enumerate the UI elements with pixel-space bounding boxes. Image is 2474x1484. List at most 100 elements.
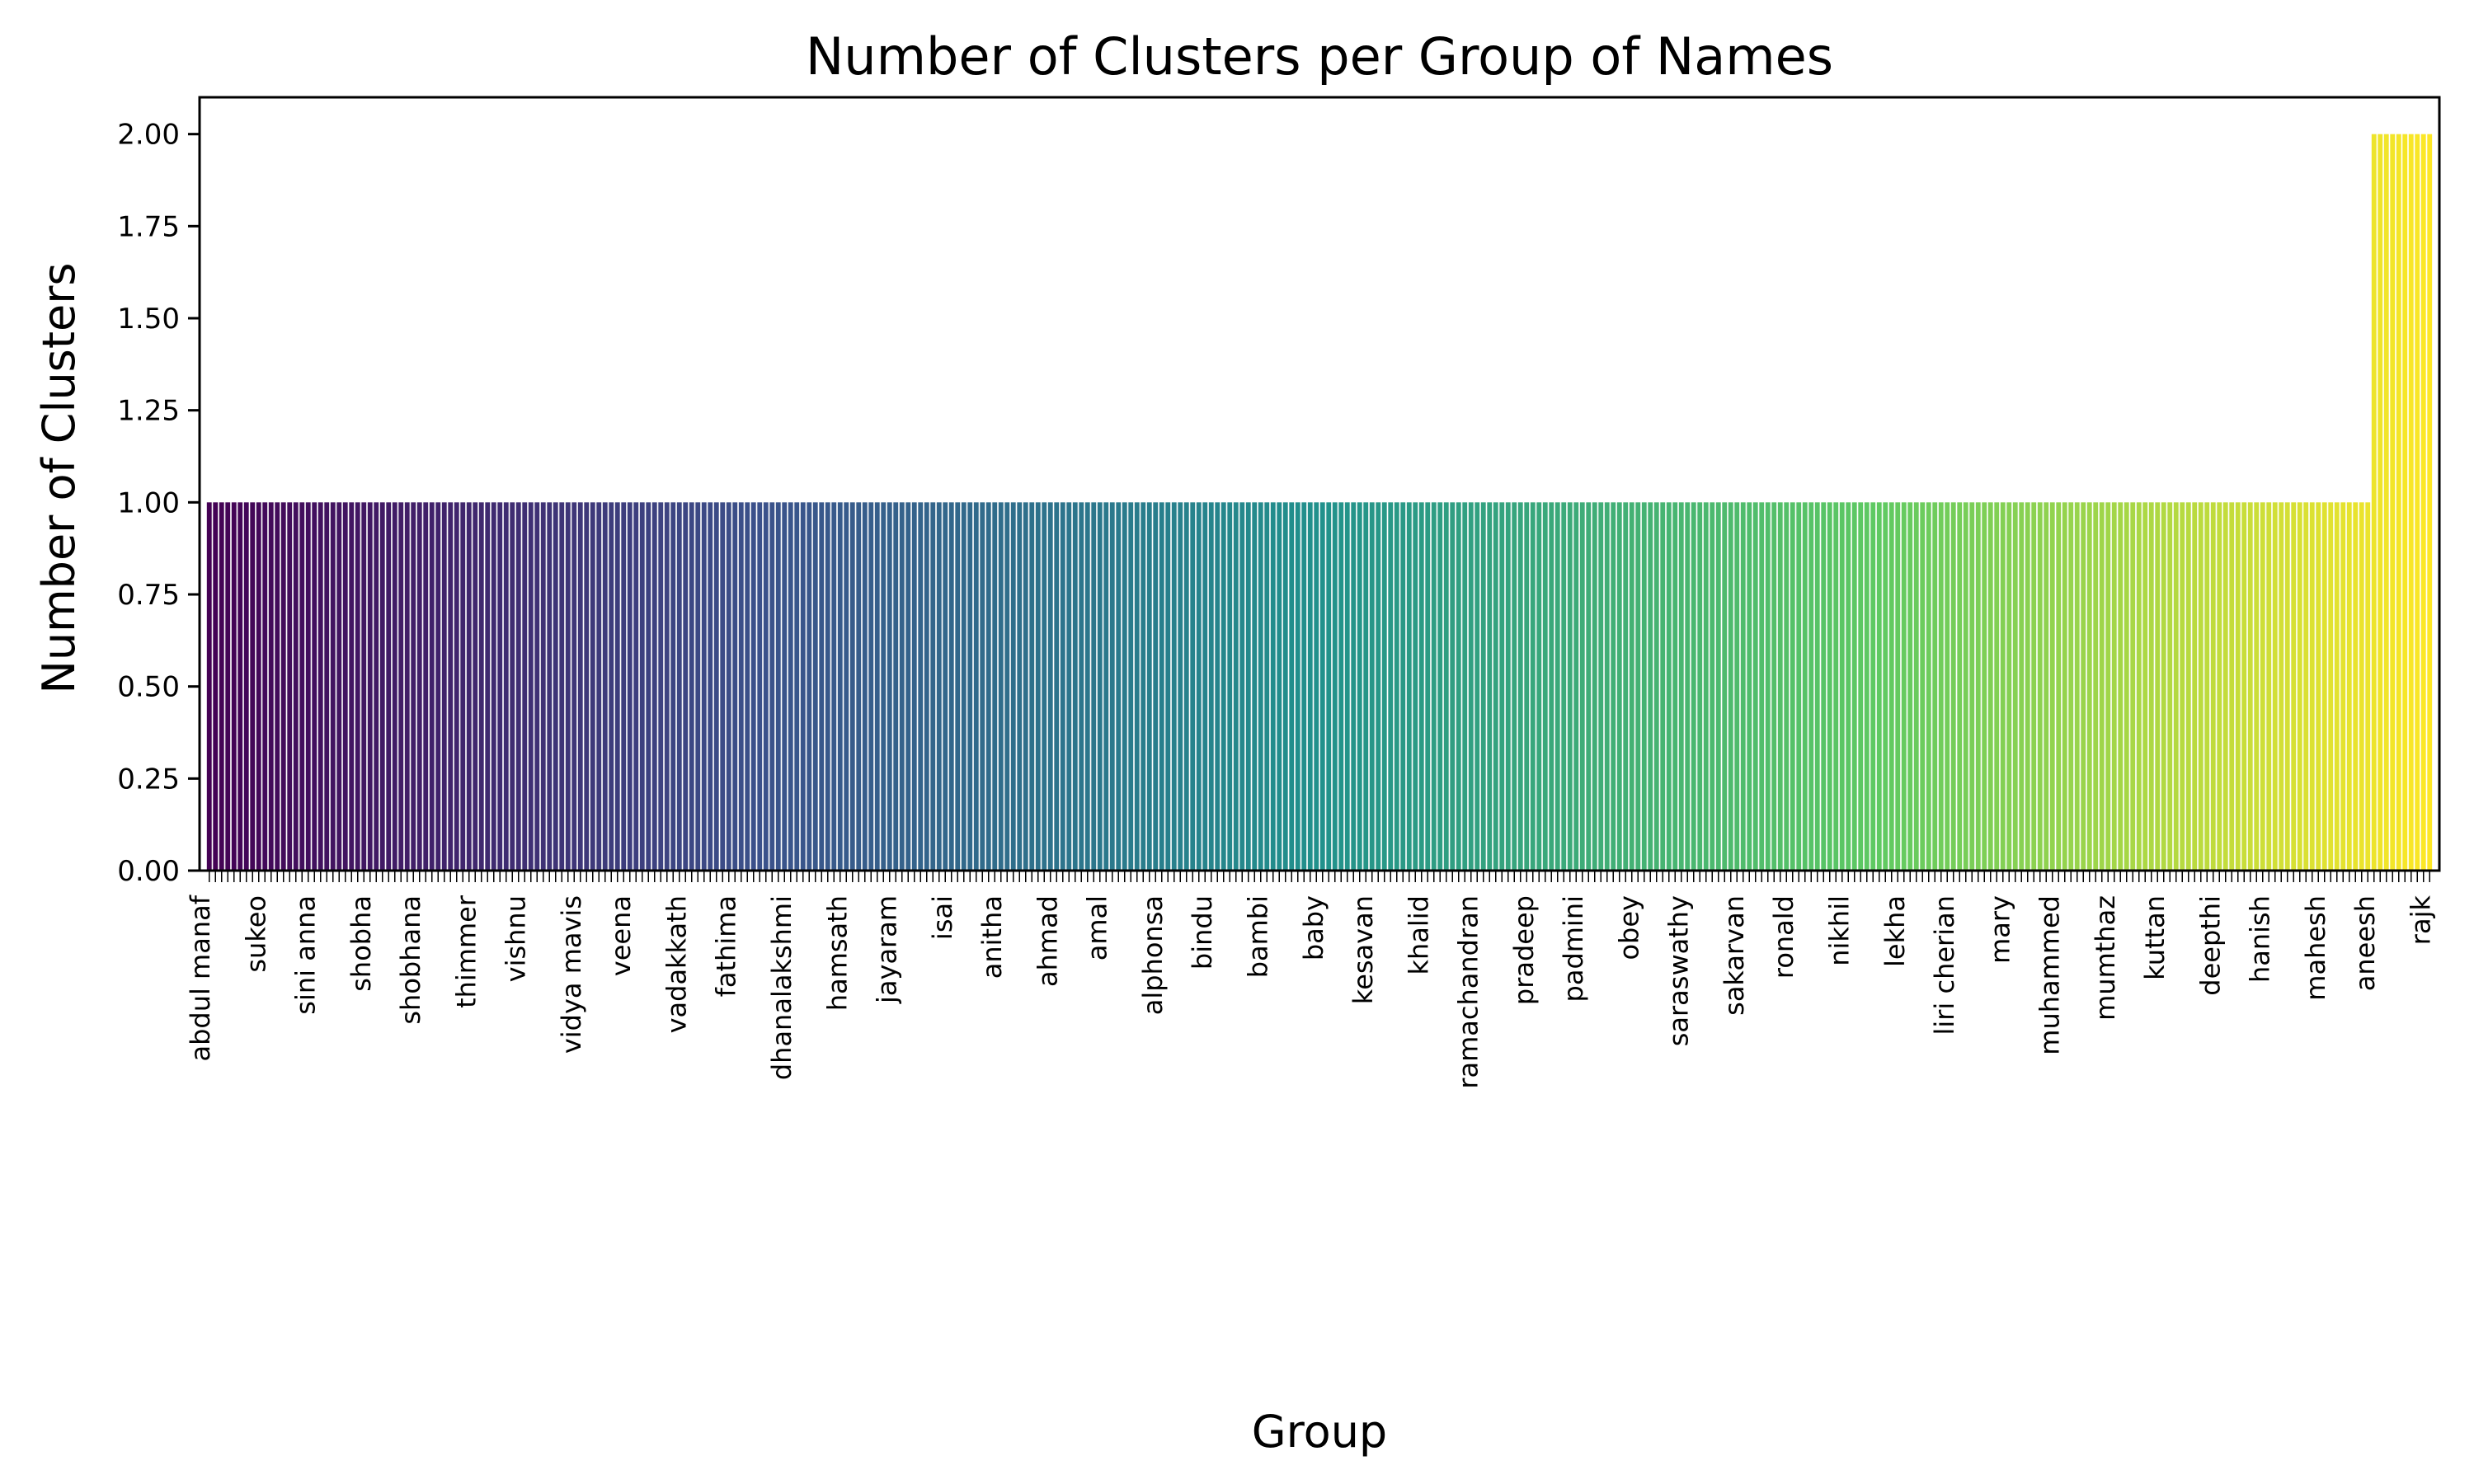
bar [1870, 502, 1876, 871]
bar [2272, 502, 2278, 871]
bar [491, 502, 496, 871]
bar [1653, 502, 1659, 871]
bar [676, 502, 682, 871]
bar [571, 502, 577, 871]
bar [2334, 502, 2340, 871]
bar [268, 502, 274, 871]
bar [515, 502, 521, 871]
x-axis-ticks [209, 871, 2430, 882]
x-tick-label: padmini [1558, 895, 1589, 1002]
x-tick-label: sini anna [289, 895, 321, 1015]
bar [930, 502, 936, 871]
bar [1932, 502, 1938, 871]
bar [763, 502, 769, 871]
bar [2204, 502, 2210, 871]
bar [454, 502, 459, 871]
y-tick-label: 1.75 [117, 210, 180, 243]
bar [503, 502, 509, 871]
x-tick-label: abdul manaf [185, 895, 216, 1061]
bar [1629, 502, 1634, 871]
x-tick-label: vishnu [500, 895, 531, 982]
bar [1888, 502, 1894, 871]
bar [1431, 502, 1437, 871]
x-tick-label: alphonsa [1137, 895, 1169, 1015]
bar [769, 502, 775, 871]
bar [1468, 502, 1474, 871]
bar [621, 502, 627, 871]
bar [1950, 502, 1956, 871]
bar [1388, 502, 1394, 871]
y-tick-label: 2.00 [117, 119, 180, 152]
bar [2111, 502, 2117, 871]
x-tick-label: bambi [1242, 895, 1273, 978]
bar [2284, 502, 2290, 871]
bar [553, 502, 558, 871]
bar [2235, 502, 2241, 871]
bar [1876, 502, 1882, 871]
bar [1487, 502, 1493, 871]
bar [1710, 502, 1715, 871]
x-tick-label: baby [1298, 895, 1329, 960]
bar [627, 502, 633, 871]
bar [416, 502, 422, 871]
bar [1029, 502, 1035, 871]
bar [379, 502, 385, 871]
bar [287, 502, 293, 871]
bar [1635, 502, 1641, 871]
bar [1233, 502, 1239, 871]
bar [726, 502, 731, 871]
bar [2229, 502, 2235, 871]
bar [2371, 134, 2377, 871]
bar [1982, 502, 1987, 871]
bar [2062, 502, 2067, 871]
bar [1524, 502, 1530, 871]
bar [1604, 502, 1610, 871]
bar [1239, 502, 1245, 871]
bar [2415, 134, 2420, 871]
bar [2099, 502, 2105, 871]
bar [2025, 502, 2030, 871]
bar [2316, 502, 2321, 871]
x-tick-label: mary [1984, 895, 2015, 964]
bar [1326, 502, 1332, 871]
bar [2142, 502, 2148, 871]
bar [1159, 502, 1164, 871]
bar [1357, 502, 1362, 871]
bar [342, 502, 348, 871]
bar [757, 502, 763, 871]
bar [2340, 502, 2346, 871]
bar [1895, 502, 1901, 871]
bar [2155, 502, 2161, 871]
bar [1072, 502, 1078, 871]
y-axis-label: Number of Clusters [33, 262, 85, 693]
bar [856, 502, 862, 871]
bar [1097, 502, 1103, 871]
y-tick-label: 0.75 [117, 579, 180, 612]
bar [1437, 502, 1443, 871]
bar [355, 502, 360, 871]
bar [1821, 502, 1827, 871]
bar [1752, 502, 1758, 871]
bar [670, 502, 676, 871]
bar [1883, 502, 1888, 871]
bar [1715, 502, 1721, 871]
bar [2390, 134, 2396, 871]
bar [361, 502, 367, 871]
x-tick-label: vadakkath [661, 895, 692, 1033]
bar [825, 502, 830, 871]
bar [967, 502, 973, 871]
bar [2279, 502, 2284, 871]
bar [1418, 502, 1424, 871]
bar [2012, 502, 2018, 871]
bar [887, 502, 892, 871]
bar [1598, 502, 1604, 871]
bar [732, 502, 738, 871]
x-tick-label: nikhil [1823, 895, 1855, 966]
bar [2173, 502, 2179, 871]
x-tick-label: shobhana [395, 895, 426, 1025]
bar [1901, 502, 1907, 871]
bar [992, 502, 998, 871]
bar [386, 502, 392, 871]
bar [1289, 502, 1295, 871]
bar [713, 502, 719, 871]
